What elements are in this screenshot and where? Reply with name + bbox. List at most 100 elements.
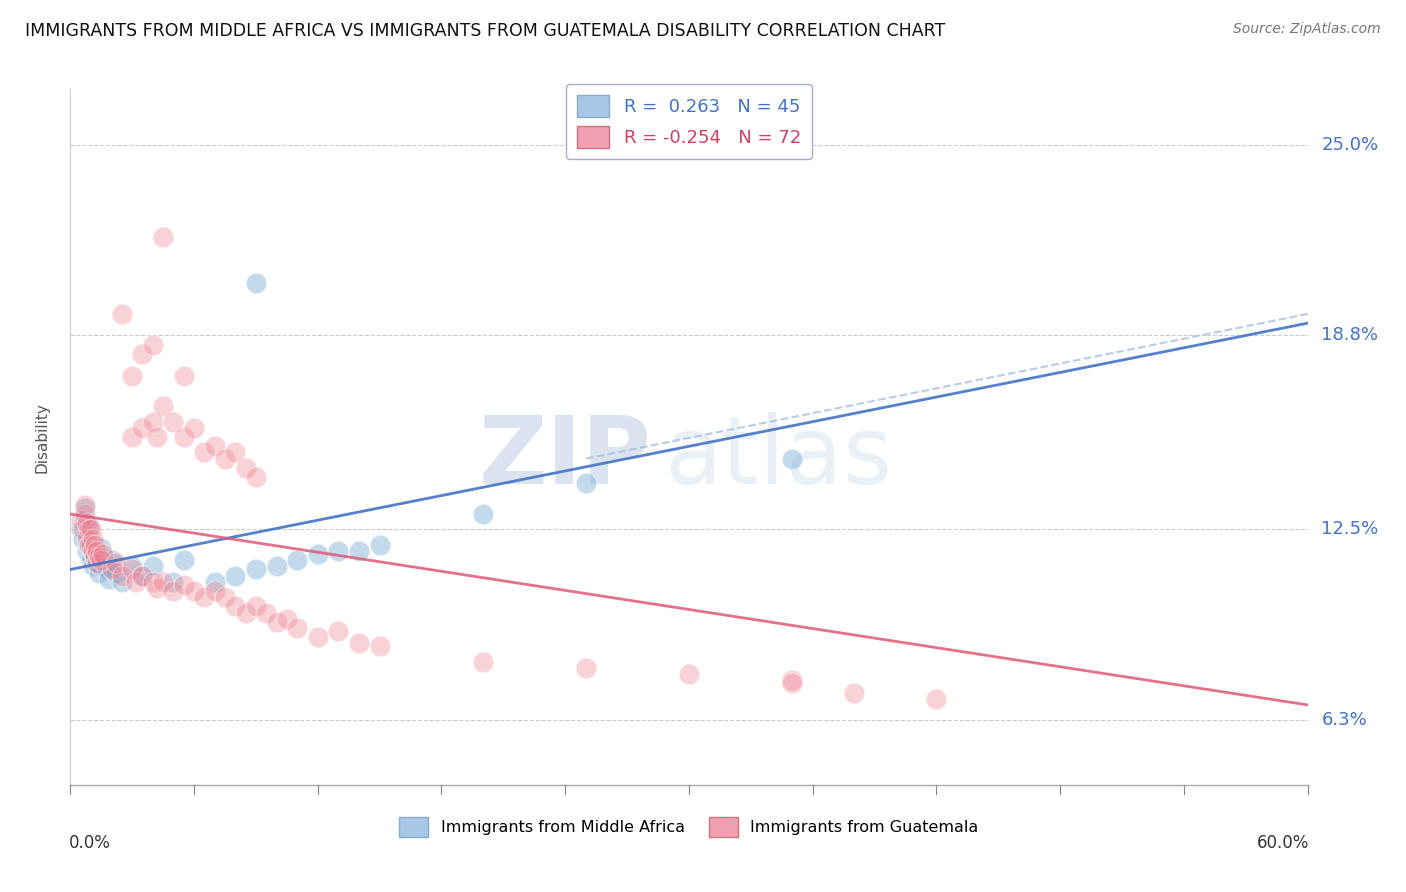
Point xyxy=(121,430,143,444)
Point xyxy=(76,532,98,546)
Point xyxy=(780,676,803,690)
Point xyxy=(152,399,174,413)
Point xyxy=(131,421,153,435)
Point xyxy=(678,667,700,681)
Point xyxy=(142,415,165,429)
Point xyxy=(77,519,100,533)
Point xyxy=(173,578,195,592)
Point xyxy=(183,421,205,435)
Point xyxy=(368,538,391,552)
Point xyxy=(328,624,350,638)
Text: IMMIGRANTS FROM MIDDLE AFRICA VS IMMIGRANTS FROM GUATEMALA DISABILITY CORRELATIO: IMMIGRANTS FROM MIDDLE AFRICA VS IMMIGRA… xyxy=(25,22,946,40)
Text: Source: ZipAtlas.com: Source: ZipAtlas.com xyxy=(1233,22,1381,37)
Point xyxy=(84,538,107,552)
Point xyxy=(173,553,195,567)
Point xyxy=(214,451,236,466)
Point xyxy=(235,606,257,620)
Point xyxy=(368,640,391,654)
Point xyxy=(162,584,184,599)
Point xyxy=(146,581,169,595)
Point xyxy=(90,559,112,574)
Point xyxy=(842,685,865,699)
Point xyxy=(84,550,107,565)
Point xyxy=(193,590,215,604)
Point xyxy=(575,476,598,491)
Point xyxy=(80,523,103,537)
Point xyxy=(121,559,143,574)
Point xyxy=(90,541,112,555)
Point xyxy=(104,566,127,580)
Point xyxy=(131,347,153,361)
Point xyxy=(84,550,107,565)
Point xyxy=(307,547,329,561)
Point xyxy=(254,606,277,620)
Point xyxy=(131,568,153,582)
Point xyxy=(104,557,127,571)
Point xyxy=(224,445,246,459)
Point xyxy=(121,562,143,576)
Point xyxy=(142,574,165,589)
Point xyxy=(193,445,215,459)
Point xyxy=(142,559,165,574)
Point xyxy=(142,337,165,351)
Point xyxy=(82,532,104,546)
Text: atlas: atlas xyxy=(664,412,893,504)
Point xyxy=(91,547,114,561)
Point xyxy=(80,553,103,567)
Point xyxy=(76,516,98,531)
Point xyxy=(100,562,122,576)
Point xyxy=(86,544,108,558)
Text: 60.0%: 60.0% xyxy=(1257,834,1309,852)
Point xyxy=(204,439,226,453)
Text: 25.0%: 25.0% xyxy=(1322,136,1379,153)
Point xyxy=(347,636,370,650)
Point xyxy=(285,621,308,635)
Point xyxy=(285,553,308,567)
Y-axis label: Disability: Disability xyxy=(35,401,49,473)
Point xyxy=(245,599,267,614)
Text: 6.3%: 6.3% xyxy=(1322,711,1367,730)
Point xyxy=(146,430,169,444)
Point xyxy=(69,513,91,527)
Point xyxy=(276,612,298,626)
Point xyxy=(94,557,117,571)
Point xyxy=(90,553,112,567)
Point xyxy=(214,590,236,604)
Point xyxy=(131,568,153,582)
Point xyxy=(925,691,948,706)
Point xyxy=(73,498,96,512)
Point xyxy=(96,562,118,576)
Point xyxy=(245,470,267,484)
Point xyxy=(82,544,104,558)
Point xyxy=(780,451,803,466)
Point xyxy=(121,368,143,383)
Point xyxy=(162,415,184,429)
Point xyxy=(173,430,195,444)
Point xyxy=(235,461,257,475)
Point xyxy=(471,655,494,669)
Point xyxy=(328,544,350,558)
Point xyxy=(100,553,122,567)
Point xyxy=(224,599,246,614)
Point xyxy=(204,574,226,589)
Point xyxy=(73,500,96,515)
Point xyxy=(82,559,104,574)
Point xyxy=(77,538,100,552)
Point xyxy=(111,568,134,582)
Point xyxy=(162,574,184,589)
Point xyxy=(152,230,174,244)
Point xyxy=(111,307,134,321)
Point xyxy=(471,507,494,521)
Text: 0.0%: 0.0% xyxy=(69,834,111,852)
Point xyxy=(72,532,94,546)
Point xyxy=(86,544,108,558)
Point xyxy=(245,276,267,290)
Point xyxy=(77,523,100,537)
Point xyxy=(89,550,111,565)
Point xyxy=(266,559,288,574)
Point xyxy=(125,574,148,589)
Point xyxy=(307,630,329,644)
Point xyxy=(266,615,288,629)
Legend: Immigrants from Middle Africa, Immigrants from Guatemala: Immigrants from Middle Africa, Immigrant… xyxy=(389,808,988,847)
Point xyxy=(183,584,205,599)
